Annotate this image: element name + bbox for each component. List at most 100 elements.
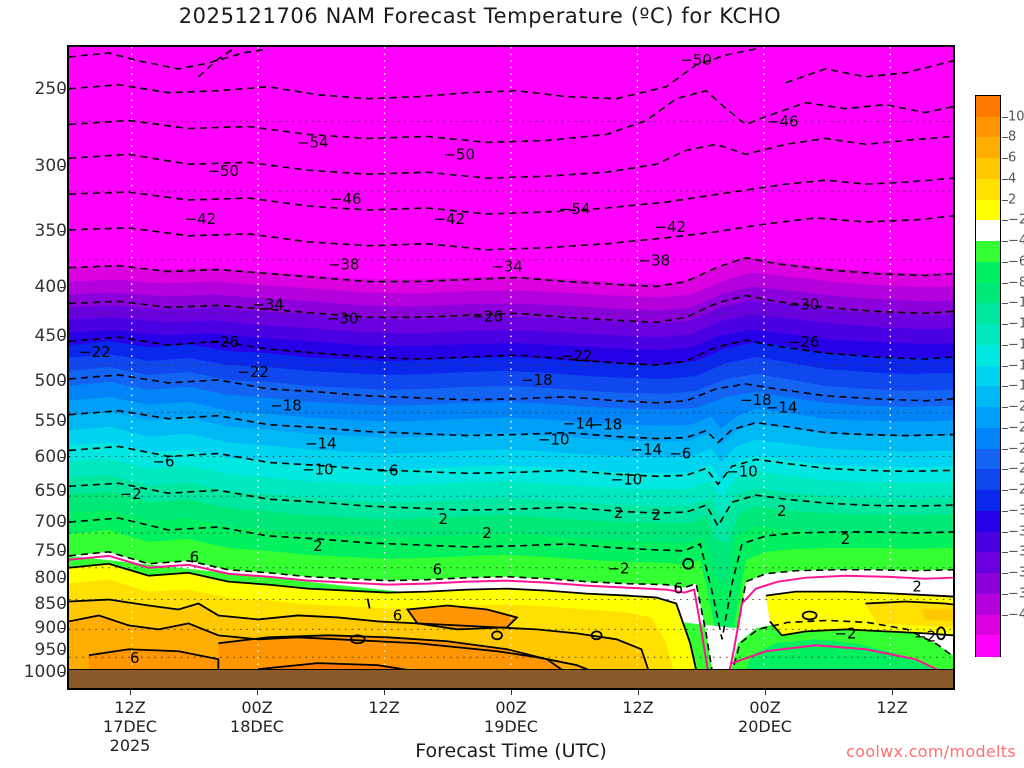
svg-text:−14: −14 [563, 415, 594, 433]
svg-text:6: 6 [433, 561, 442, 579]
svg-text:−6: −6 [153, 452, 175, 470]
y-axis-tick-label: 800 [34, 568, 67, 589]
color-scale-band [976, 116, 1000, 139]
color-scale-label: −40 [1008, 607, 1024, 623]
color-scale-tick [1002, 510, 1008, 512]
color-scale-tick [1002, 469, 1008, 471]
svg-text:−18: −18 [270, 397, 301, 415]
color-scale-tick [1002, 199, 1008, 201]
y-axis-tick [60, 380, 65, 382]
svg-text:−10: −10 [726, 462, 757, 480]
color-scale-tick [1002, 220, 1008, 222]
svg-text:−6: −6 [377, 461, 399, 479]
svg-text:−2: −2 [834, 624, 856, 642]
svg-text:2: 2 [652, 506, 661, 524]
svg-text:−2: −2 [120, 485, 142, 503]
x-axis-tick [638, 690, 639, 695]
color-scale-band [976, 552, 1000, 574]
y-axis-tick-label: 950 [34, 640, 67, 661]
y-axis-tick-label: 450 [34, 326, 67, 347]
svg-text:−54: −54 [297, 133, 328, 151]
x-axis-tick-label: 12Z [622, 698, 653, 717]
x-axis-tick-label: 00Z 18DEC [230, 698, 284, 736]
y-axis-tick [60, 627, 65, 629]
color-scale-band [976, 407, 1000, 429]
x-tick-hour: 12Z [114, 698, 146, 717]
color-scale-label: −16 [1008, 358, 1024, 374]
color-scale-label: −24 [1008, 441, 1024, 457]
svg-text:−14: −14 [766, 399, 797, 417]
color-scale-tick [1002, 324, 1008, 326]
svg-text:2: 2 [912, 578, 921, 596]
y-axis: 250 300 350 400 450 500 550 600 650 700 750 800 850 9… [0, 45, 67, 690]
color-scale-tick [1002, 116, 1008, 118]
x-tick-hour: 12Z [876, 698, 908, 717]
x-axis-tick [257, 690, 258, 695]
color-scale-label: −8 [1008, 275, 1024, 291]
color-scale-label: 10 [1008, 109, 1024, 125]
svg-text:−34: −34 [491, 258, 522, 276]
svg-text:−10: −10 [538, 431, 569, 449]
page-title: 2025121706 NAM Forecast Temperature (ºC)… [178, 4, 782, 28]
y-axis-tick-label: 850 [34, 593, 67, 614]
y-axis-tick [60, 89, 65, 91]
y-axis-tick-label: 600 [34, 447, 67, 468]
color-scale-label: −2 [1008, 212, 1024, 228]
color-scale-tick [1002, 137, 1008, 139]
svg-text:−18: −18 [740, 391, 771, 409]
color-scale-band [976, 261, 1000, 284]
svg-text:−2: −2 [914, 627, 936, 645]
svg-text:−30: −30 [788, 295, 819, 313]
y-axis-tick [60, 603, 65, 605]
color-scale-tick [1002, 303, 1008, 305]
color-scale-band [976, 635, 1000, 657]
color-scale-tick [1002, 531, 1008, 533]
color-scale-tick [1002, 573, 1008, 575]
color-scale-band [976, 344, 1000, 367]
svg-text:−10: −10 [611, 470, 642, 488]
x-axis-tick [511, 690, 512, 695]
svg-text:−26: −26 [471, 307, 502, 325]
svg-text:−42: −42 [655, 218, 686, 236]
y-axis-tick-label: 550 [34, 410, 67, 431]
svg-text:−54: −54 [559, 200, 590, 218]
y-axis-tick-label: 750 [34, 541, 67, 562]
color-scale-tick [1002, 614, 1008, 616]
color-scale-tick [1002, 241, 1008, 243]
color-scale-label: 2 [1008, 192, 1017, 208]
y-axis-tick [60, 457, 65, 459]
y-axis-tick [60, 336, 65, 338]
contour-label-layer: −50 −54 −50 −46 −50 −54 −46 −42 −42 −42 … [79, 51, 936, 667]
color-scale-band [976, 178, 1000, 201]
y-axis-tick-label: 250 [34, 79, 67, 100]
color-scale-band [976, 614, 1000, 636]
svg-text:−14: −14 [305, 435, 336, 453]
y-axis-tick-label: 350 [34, 220, 67, 241]
y-axis-tick [60, 490, 65, 492]
svg-text:6: 6 [190, 548, 199, 566]
svg-text:−46: −46 [767, 113, 798, 131]
terrain-band [69, 669, 953, 688]
y-axis-tick-label: 900 [34, 617, 67, 638]
color-scale-label: −4 [1008, 233, 1024, 249]
svg-text:−30: −30 [327, 309, 358, 327]
x-tick-day: 19DEC [484, 717, 538, 736]
color-scale-label: −12 [1008, 316, 1024, 332]
x-axis-tick-label: 00Z 19DEC [484, 698, 538, 736]
svg-text:2: 2 [841, 530, 850, 548]
plot-area: −50 −54 −50 −46 −50 −54 −46 −42 −42 −42 … [67, 45, 955, 690]
color-scale-label: −34 [1008, 544, 1024, 560]
color-scale-tick [1002, 593, 1008, 595]
color-scale-label: −26 [1008, 461, 1024, 477]
x-axis-tick [892, 690, 893, 695]
x-tick-day: 20DEC [738, 717, 792, 736]
x-tick-hour: 00Z [495, 698, 527, 717]
x-axis-tick-label: 12Z 17DEC 2025 [103, 698, 157, 755]
color-scale-band [976, 241, 1000, 263]
svg-text:−10: −10 [302, 460, 333, 478]
svg-text:−46: −46 [330, 190, 361, 208]
y-axis-tick-label: 500 [34, 370, 67, 391]
color-scale-band [976, 324, 1000, 346]
color-scale-tick [1002, 178, 1008, 180]
svg-text:−50: −50 [680, 51, 711, 69]
